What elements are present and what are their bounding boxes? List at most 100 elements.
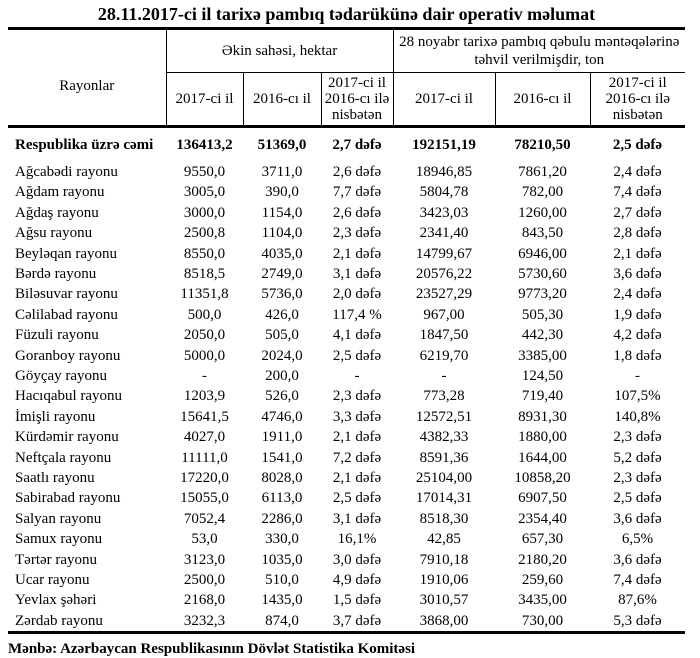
value-cell: 3435,00 (518, 592, 567, 609)
value-cell: 2,1 dəfə (332, 429, 382, 446)
value-cell: 6,5% (621, 531, 654, 548)
table-row: Ağdam rayonu 3005,0 390,0 7,7 dəfə 5804,78 78… (8, 183, 685, 203)
value-cell: 5730,60 (518, 266, 567, 283)
value-cell: 10858,20 (514, 469, 571, 486)
value-cell: 1911,0 (261, 429, 303, 446)
value-cell: 117,4 % (332, 306, 382, 323)
value-cell: 3,1 dəfə (332, 510, 382, 527)
value-cell: 8518,30 (419, 510, 469, 527)
value-cell: 4,9 dəfə (332, 571, 382, 588)
table-row: Neftçala rayonu 11111,0 1541,0 7,2 dəfə 8591… (8, 448, 685, 468)
value-cell: 2,1 dəfə (613, 245, 662, 262)
value-cell: 967,00 (423, 306, 465, 323)
value-cell: 2,4 dəfə (613, 164, 662, 181)
value-cell: 2,3 dəfə (332, 388, 382, 405)
value-cell: 7,4 dəfə (613, 571, 662, 588)
region-name: Neftçala rayonu (15, 449, 112, 466)
value-cell: 2,6 dəfə (332, 204, 382, 221)
region-name: Ağsu rayonu (15, 225, 93, 242)
table-row: Salyan rayonu 7052,4 2286,0 3,1 dəfə 8518,30… (8, 509, 685, 529)
table-row: Samux rayonu 53,0 330,0 16,1% 42,85 657,30 6,5… (8, 529, 685, 549)
table-row: Yevlax şəhəri 2168,0 1435,0 1,5 dəfə 3010,57… (8, 591, 685, 611)
table-row: Hacıqabul rayonu 1203,9 526,0 2,3 dəfə 773,2… (8, 387, 685, 407)
table-row: Ağsu rayonu 2500,8 1104,0 2,3 dəfə 2341,40 84… (8, 224, 685, 244)
value-cell: 3,0 dəfə (332, 551, 382, 568)
cotton-procurement-table: Rayonlar Əkin sahəsi, hektar 28 noyabr t… (8, 27, 685, 635)
value-cell: 3123,0 (183, 551, 226, 568)
column-header-area-2017: 2017-ci il (166, 72, 244, 127)
value-cell: 7861,20 (518, 164, 567, 181)
value-cell: - (202, 367, 207, 384)
value-cell: 510,0 (265, 571, 299, 588)
value-cell: 2341,40 (419, 225, 469, 242)
value-cell: 107,5% (614, 388, 661, 405)
value-cell: 2749,0 (261, 266, 303, 283)
value-cell: 2,4 dəfə (613, 286, 662, 303)
table-row: Ucar rayonu 2500,0 510,0 4,9 dəfə 1910,06 259… (8, 570, 685, 590)
table-body: Respublika üzrə cəmi 136413,2 51369,0 2,7 d… (8, 127, 685, 633)
value-cell: - (635, 367, 640, 384)
value-cell: 3,6 dəfə (613, 266, 662, 283)
value-cell: 42,85 (427, 531, 461, 548)
value-cell: 2,5 dəfə (612, 136, 663, 153)
value-cell: 8028,0 (261, 469, 303, 486)
value-cell: 4,2 dəfə (613, 327, 662, 344)
value-cell: 3232,3 (183, 612, 226, 629)
table-row: Tərtər rayonu 3123,0 1035,0 3,0 dəfə 7910,18… (8, 550, 685, 570)
value-cell: 843,50 (521, 225, 564, 242)
value-cell: 78210,50 (514, 136, 571, 153)
value-cell: 25104,00 (415, 469, 473, 486)
value-cell: 505,0 (265, 327, 299, 344)
value-cell: 8591,36 (419, 449, 469, 466)
value-cell: 2,7 dəfə (613, 204, 662, 221)
value-cell: 2024,0 (261, 347, 303, 364)
value-cell: 426,0 (265, 306, 299, 323)
value-cell: 3868,00 (419, 612, 469, 629)
value-cell: 2,7 dəfə (332, 136, 382, 153)
value-cell: 5736,0 (261, 286, 303, 303)
value-cell: 7910,18 (419, 551, 469, 568)
value-cell: 442,30 (521, 327, 564, 344)
value-cell: 14799,67 (415, 245, 473, 262)
value-cell: 2286,0 (261, 510, 303, 527)
region-name: Samux rayonu (15, 531, 103, 548)
value-cell: 1,5 dəfə (332, 592, 382, 609)
value-cell: 2,3 dəfə (613, 469, 662, 486)
table-row: Beyləqan rayonu 8550,0 4035,0 2,1 dəfə 14799… (8, 244, 685, 264)
value-cell: 11111,0 (181, 449, 228, 466)
value-cell: 1644,00 (518, 449, 567, 466)
value-cell: 4027,0 (183, 429, 226, 446)
value-cell: 6219,70 (419, 347, 469, 364)
value-cell: 505,30 (521, 306, 564, 323)
value-cell: 874,0 (265, 612, 299, 629)
value-cell: 2,1 dəfə (332, 245, 382, 262)
value-cell: 2,3 dəfə (332, 225, 382, 242)
value-cell: 3010,57 (419, 592, 469, 609)
region-name: Respublika üzrə cəmi (15, 136, 154, 153)
value-cell: 1541,0 (261, 449, 303, 466)
group-header-delivered-tons: 28 noyabr tarixə pambıq qəbulu məntəqələ… (393, 28, 685, 73)
value-cell: 3005,0 (183, 184, 226, 201)
value-cell: 3,3 dəfə (332, 408, 382, 425)
value-cell: 2,5 dəfə (332, 490, 382, 507)
value-cell: 5804,78 (419, 184, 469, 201)
value-cell: 8550,0 (183, 245, 226, 262)
value-cell: 1435,0 (261, 592, 303, 609)
value-cell: 9550,0 (183, 164, 226, 181)
group-header-row: Rayonlar Əkin sahəsi, hektar 28 noyabr t… (8, 28, 685, 127)
value-cell: 6113,0 (261, 490, 303, 507)
region-name: Biləsuvar rayonu (15, 286, 118, 303)
value-cell: 200,0 (265, 367, 299, 384)
table-row: Saatlı rayonu 17220,0 8028,0 2,1 dəfə 25104,… (8, 468, 685, 488)
table-row: Cəlilabad rayonu 500,0 426,0 117,4 % 967,00 5… (8, 305, 685, 325)
value-cell: 16,1% (337, 531, 377, 548)
region-name: Füzuli rayonu (15, 327, 99, 344)
value-cell: - (354, 367, 360, 384)
value-cell: 1104,0 (261, 225, 303, 242)
table-row: Goranboy rayonu 5000,0 2024,0 2,5 dəfə 6219,… (8, 346, 685, 366)
value-cell: 782,00 (521, 184, 564, 201)
value-cell: 1847,50 (419, 327, 469, 344)
region-name: Salyan rayonu (15, 510, 102, 527)
value-cell: 2,5 dəfə (332, 347, 382, 364)
table-row: Zərdab rayonu 3232,3 874,0 3,7 dəfə 3868,00 7… (8, 611, 685, 633)
